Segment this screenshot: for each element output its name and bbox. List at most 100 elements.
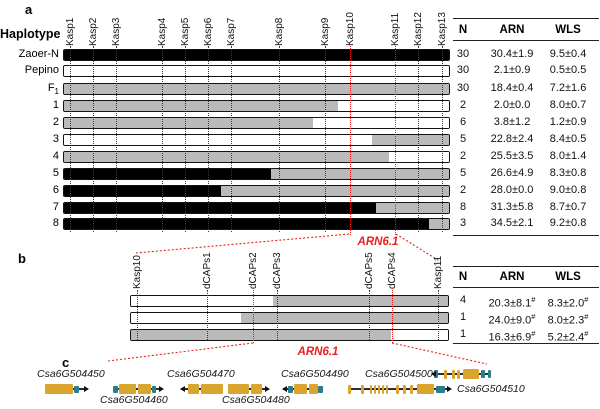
haplotype-bar [130,329,449,341]
utr-box [288,385,293,393]
marker-label-kasp3: Kasp3 [110,17,122,46]
panel-b-letter: b [18,251,26,266]
bar-segment-grey [429,219,449,229]
table-header-wls: WLS [555,24,581,36]
marker-label-kasp7: Kasp7 [225,17,237,46]
marker-line-dcaps2 [252,290,254,343]
cell-wls: 8.3±0.8 [549,167,587,179]
row-label-7: 7 [52,201,59,213]
cell-n: 30 [456,82,470,94]
row-label-f1: F1 [47,82,59,97]
cell-wls: 8.7±0.7 [549,201,587,213]
row-label-3: 3 [52,133,59,145]
marker-line-kasp3 [115,46,117,232]
exon-box [251,384,262,394]
exon-box [403,384,406,394]
bar-segment-black [64,219,429,229]
marker-label-kasp6: Kasp6 [202,17,214,46]
cell-n: 6 [459,116,467,128]
bar-segment-grey [376,203,449,213]
cell-wls: 9.2±0.8 [549,217,587,229]
cell-wls: 8.0±2.3# [547,312,589,327]
exon-box [309,384,318,394]
table-header-wls: WLS [555,271,581,283]
cell-arn: 3.8±1.2 [493,116,531,128]
table-rule [453,18,599,20]
strand-arrow-right-icon [159,385,164,392]
cell-arn: 16.3±6.9# [488,329,536,344]
locus-label-top: ARN6.1 [357,236,399,248]
table-rule [453,235,599,237]
haplotype-bar [130,295,449,307]
bar-segment-black [64,50,449,60]
marker-line-dcaps4 [391,290,393,343]
marker-line-dcaps5 [368,290,370,340]
haplotype-bar [130,312,449,324]
marker-label-dcaps2: dCAPs2 [247,252,259,289]
marker-line-kasp10 [136,290,138,340]
exon-box [396,384,399,394]
marker-label-kasp8: Kasp8 [273,17,285,46]
row-label-8: 8 [52,217,59,229]
marker-line-dcaps3 [276,290,278,340]
marker-label-dcaps5: dCAPs5 [363,252,375,289]
haplotype-bar [63,151,450,163]
cell-arn: 18.4±0.4 [490,82,534,94]
haplotype-bar [63,185,450,197]
row-label-5: 5 [52,167,59,179]
cell-wls: 9.0±0.8 [549,184,587,196]
bar-segment-grey [64,101,338,111]
row-label-4: 4 [52,150,59,162]
utr-box [488,370,491,378]
cell-wls: 8.4±0.5 [549,133,587,145]
gene-label-csa6g504510: Csa6G504510 [457,383,525,395]
bar-segment-white [64,66,449,76]
utr-box [436,385,445,393]
marker-line-kasp5 [184,46,186,232]
cell-n: 3 [459,217,467,229]
utr-box [434,370,438,378]
marker-label-kasp10: Kasp10 [344,12,356,46]
exon-box [386,384,388,394]
cell-arn: 26.6±4.9 [490,167,534,179]
table-header-n: N [458,271,468,283]
gene-label-csa6g504470: Csa6G504470 [167,368,235,380]
marker-label-kasp2: Kasp2 [87,17,99,46]
cell-n: 30 [456,48,470,60]
table-rule [453,343,599,345]
cell-wls: 8.0±1.4 [549,150,587,162]
cell-n: 2 [459,150,467,162]
exon-box [228,384,249,394]
bar-segment-grey [64,152,389,162]
marker-label-dcaps4: dCAPs4 [386,252,398,289]
cell-wls: 8.3±2.0# [547,295,589,310]
haplotype-bar [63,117,450,129]
haplotype-bar [63,65,450,77]
marker-line-kasp6 [207,46,209,232]
haplotype-bar [63,218,450,230]
marker-label-kasp10: Kasp10 [131,255,143,289]
cell-arn: 20.3±8.1# [488,295,536,310]
row-label-pepino: Pepino [24,64,59,76]
exon-box [463,369,479,379]
bar-segment-white [64,135,372,145]
exon-box [45,384,73,394]
exon-box [119,384,136,394]
utr-box [481,370,485,378]
strand-arrow-left-icon [431,370,436,377]
bar-segment-white [131,313,241,323]
row-label-zaoer-n: Zaoer-N [18,48,59,60]
exon-box [417,384,434,394]
cell-n: 30 [456,64,470,76]
marker-label-kasp1: Kasp1 [64,17,76,46]
exon-box [444,369,447,379]
marker-label-kasp9: Kasp9 [319,17,331,46]
exon-box [378,384,380,394]
cell-wls: 1.2±0.9 [549,116,587,128]
connector-b-c-left [107,342,254,362]
haplotype-bar [63,134,450,146]
haplotype-bar [63,202,450,214]
cell-n: 4 [459,294,467,306]
haplotype-bar [63,168,450,180]
